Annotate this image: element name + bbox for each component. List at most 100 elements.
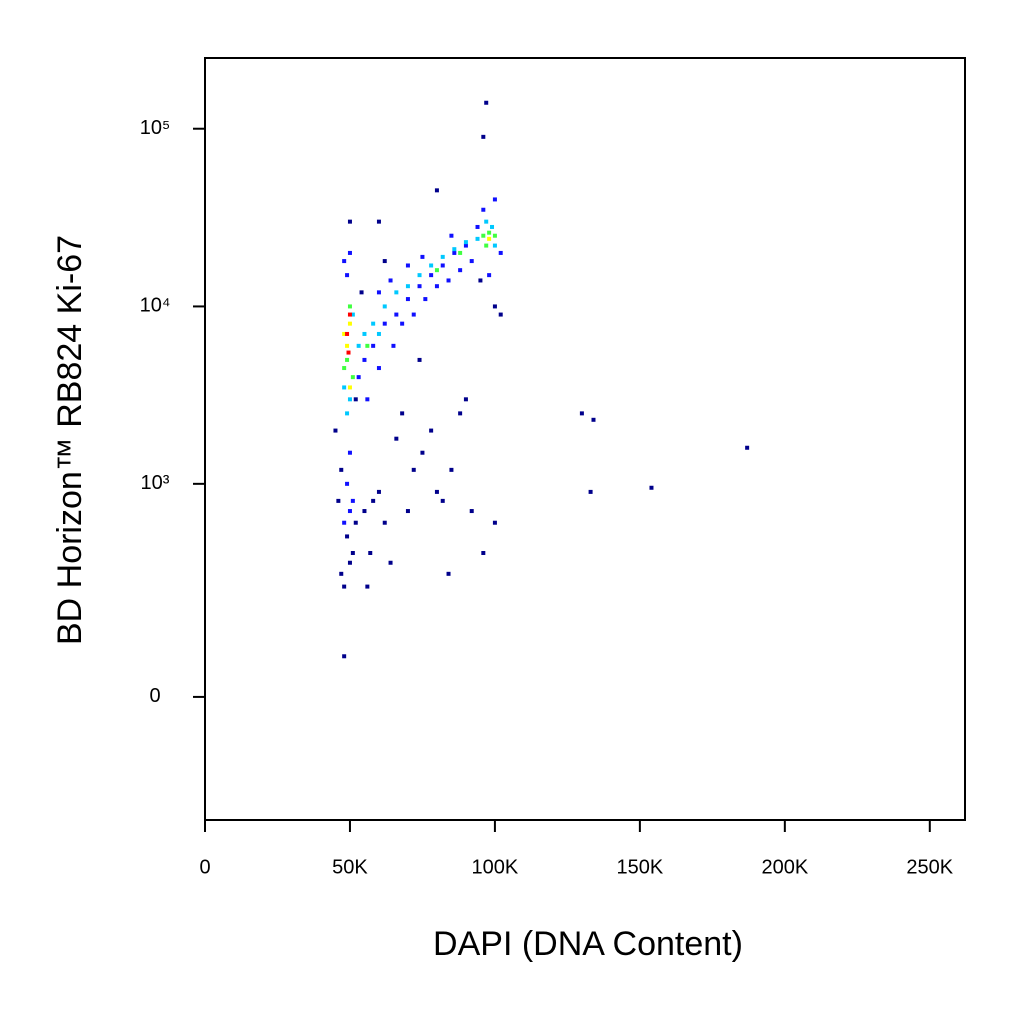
point (347, 509, 352, 514)
point (342, 584, 347, 589)
point (405, 263, 410, 268)
point (492, 243, 497, 248)
point (490, 224, 495, 229)
point (478, 278, 483, 283)
point (345, 331, 350, 336)
point (487, 230, 492, 235)
point (365, 397, 370, 402)
point (463, 243, 468, 248)
point (376, 290, 381, 295)
point (591, 417, 596, 422)
point (405, 509, 410, 514)
point (405, 284, 410, 289)
point (346, 350, 351, 355)
point (362, 331, 367, 336)
point (498, 312, 503, 317)
y-tick-label: 0 (149, 685, 160, 707)
point (347, 250, 352, 255)
point (458, 411, 463, 416)
point (417, 357, 422, 362)
point (336, 498, 341, 503)
x-tick-label: 150K (617, 856, 664, 878)
point (449, 233, 454, 238)
point (345, 534, 350, 539)
x-tick-label: 250K (906, 856, 953, 878)
point (484, 219, 489, 224)
x-tick-label: 200K (761, 856, 808, 878)
point (429, 273, 434, 278)
point (452, 247, 457, 252)
plot-frame (204, 57, 966, 821)
point (475, 224, 480, 229)
point (434, 188, 439, 193)
point (411, 467, 416, 472)
point (481, 207, 486, 212)
point (446, 278, 451, 283)
point (347, 450, 352, 455)
point (452, 250, 457, 255)
point (382, 259, 387, 264)
point (579, 411, 584, 416)
point (353, 397, 358, 402)
point (394, 290, 399, 295)
point (391, 343, 396, 348)
point (487, 273, 492, 278)
point (376, 366, 381, 371)
point (342, 520, 347, 525)
point (376, 489, 381, 494)
point (400, 411, 405, 416)
point (362, 357, 367, 362)
point (347, 219, 352, 224)
point (350, 375, 355, 380)
point (487, 236, 492, 241)
point (429, 263, 434, 268)
point (347, 312, 352, 317)
x-tick-label: 100K (472, 856, 519, 878)
point (347, 321, 352, 326)
point (411, 312, 416, 317)
point (492, 520, 497, 525)
point (423, 297, 428, 302)
point (481, 550, 486, 555)
point (342, 654, 347, 659)
point (353, 520, 358, 525)
point (484, 243, 489, 248)
point (359, 290, 364, 295)
point (350, 498, 355, 503)
point (394, 312, 399, 317)
point (342, 331, 347, 336)
point (345, 481, 350, 486)
point (420, 254, 425, 259)
point (382, 321, 387, 326)
point (339, 467, 344, 472)
point (492, 304, 497, 309)
point (388, 560, 393, 565)
point (365, 584, 370, 589)
point (356, 375, 361, 380)
point (362, 509, 367, 514)
point (440, 263, 445, 268)
point (356, 343, 361, 348)
point (498, 250, 503, 255)
point (429, 428, 434, 433)
point (394, 436, 399, 441)
point (417, 284, 422, 289)
point (350, 550, 355, 555)
point (420, 450, 425, 455)
point (376, 331, 381, 336)
point (405, 297, 410, 302)
point (345, 273, 350, 278)
point (492, 197, 497, 202)
point (458, 268, 463, 273)
point (339, 571, 344, 576)
y-axis-title: BD Horizon™ RB824 Ki-67 (51, 235, 89, 645)
point (347, 560, 352, 565)
point (463, 240, 468, 245)
point (345, 357, 350, 362)
point (365, 343, 370, 348)
point (347, 304, 352, 309)
point (434, 284, 439, 289)
point (347, 385, 352, 390)
point (481, 233, 486, 238)
